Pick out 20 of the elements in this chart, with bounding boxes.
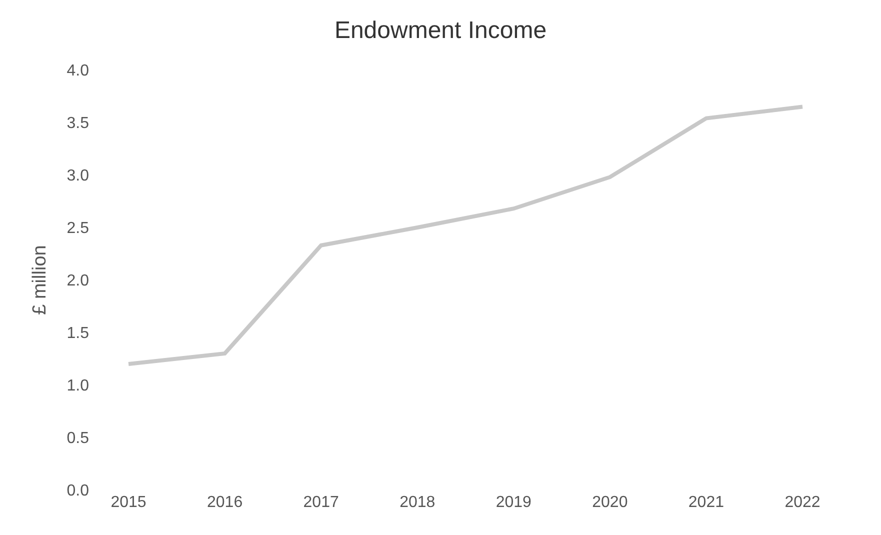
x-tick-label: 2017 [303,494,339,511]
x-tick-label: 2018 [400,494,436,511]
y-tick-label: 2.0 [66,272,90,290]
y-axis-title: £ million [30,245,51,315]
y-tick-label: 4.0 [66,62,90,80]
line-series [126,104,804,366]
x-tick-label: 2015 [110,494,146,511]
y-tick-label: 3.0 [66,168,90,185]
y-tick-label: 1.0 [66,378,90,395]
y-tick-label: 1.5 [66,325,90,342]
x-tick-label: 2021 [688,494,724,511]
x-tick-label: 2022 [784,494,820,511]
y-tick-label: 2.5 [66,220,90,238]
x-tick-label: 2019 [496,494,532,511]
y-tick-label: 3.5 [66,115,90,132]
x-tick-label: 2020 [592,494,628,511]
x-tick-label: 2016 [206,494,243,511]
y-tick-label: 0.5 [66,430,90,448]
chart-title: Endowment Income [334,17,547,44]
y-tick-label: 0.0 [66,482,90,500]
